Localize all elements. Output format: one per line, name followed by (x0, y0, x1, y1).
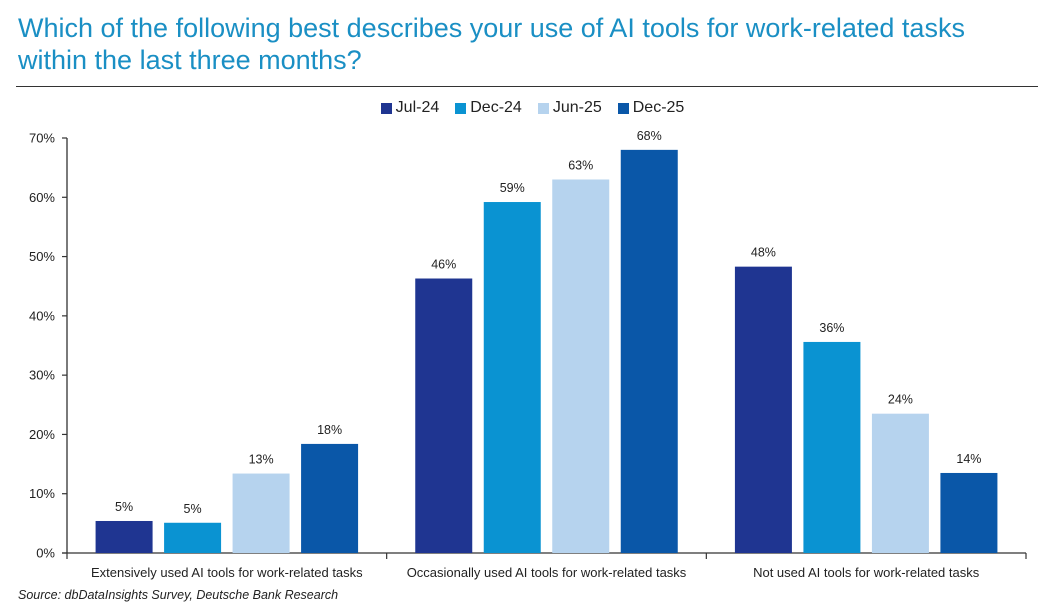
y-tick-label: 40% (29, 308, 55, 323)
bar-dec-24 (483, 202, 541, 553)
bar-jul-24 (95, 520, 153, 553)
legend-swatch (455, 102, 467, 114)
y-tick-label: 50% (29, 249, 55, 264)
legend: Jul-24 Dec-24 Jun-25 Dec-25 (0, 99, 1045, 117)
chart-title: Which of the following best describes yo… (18, 13, 965, 75)
data-label: 5% (115, 500, 133, 514)
data-label: 24% (888, 393, 913, 407)
x-category-label: Not used AI tools for work-related tasks (753, 565, 980, 580)
legend-label: Dec-25 (632, 99, 685, 116)
legend-label: Jun-25 (552, 99, 602, 116)
legend-label: Jul-24 (395, 99, 440, 116)
data-label: 36% (819, 321, 844, 335)
data-label: 18% (317, 423, 342, 437)
x-category-label: Extensively used AI tools for work-relat… (91, 565, 363, 580)
legend-item-dec-24: Dec-24 (455, 99, 522, 117)
title-divider (16, 86, 1038, 87)
source-note: Source: dbDataInsights Survey, Deutsche … (18, 588, 339, 602)
legend-item-jun-25: Jun-25 (537, 99, 602, 117)
data-label: 48% (751, 246, 776, 260)
bar-dec-25 (620, 149, 678, 553)
y-tick-label: 30% (29, 368, 55, 383)
bar-dec-24 (164, 522, 222, 553)
y-tick-label: 10% (29, 486, 55, 501)
bar-jun-25 (552, 179, 610, 553)
bar-jul-24 (734, 266, 792, 553)
legend-swatch (380, 102, 392, 114)
y-tick-label: 0% (36, 546, 55, 561)
y-tick-label: 70% (29, 131, 55, 146)
data-label: 14% (956, 452, 981, 466)
legend-swatch (617, 102, 629, 114)
x-category-label: Occasionally used AI tools for work-rela… (407, 565, 687, 580)
data-label: 5% (184, 502, 202, 516)
bar-dec-24 (803, 341, 861, 553)
data-label: 46% (431, 258, 456, 272)
y-tick-label: 20% (29, 427, 55, 442)
bar-jul-24 (415, 278, 473, 553)
data-label: 59% (500, 181, 525, 195)
y-tick-label: 60% (29, 190, 55, 205)
data-label: 68% (637, 129, 662, 143)
legend-label: Dec-24 (470, 99, 522, 116)
bar-jun-25 (871, 413, 929, 553)
data-label: 63% (568, 159, 593, 173)
data-label: 13% (249, 453, 274, 467)
bar-dec-25 (301, 443, 359, 553)
legend-item-dec-25: Dec-25 (617, 99, 685, 117)
bar-dec-25 (940, 472, 998, 553)
legend-swatch (537, 102, 549, 114)
legend-item-jul-24: Jul-24 (380, 99, 440, 117)
bar-jun-25 (232, 473, 290, 553)
